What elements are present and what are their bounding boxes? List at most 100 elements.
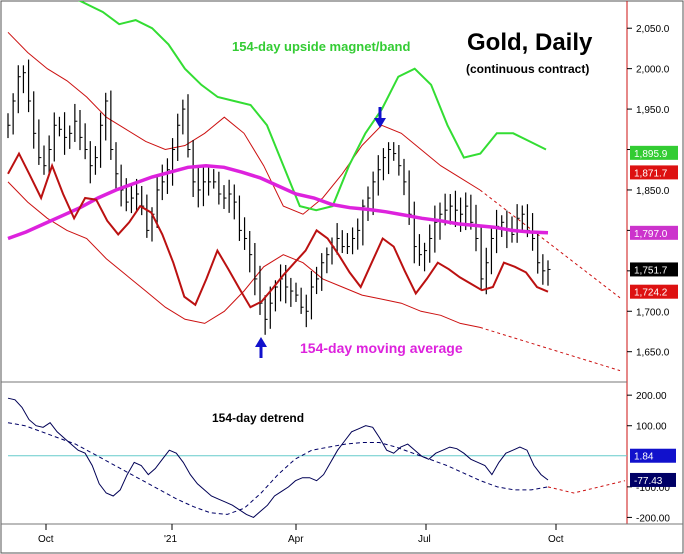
detrend-tick-label: -100.00 (636, 483, 670, 494)
price-bar (403, 158, 407, 196)
price-bar (367, 186, 371, 221)
price-bar (346, 233, 350, 255)
price-bar (459, 197, 464, 232)
price-bar (310, 270, 314, 320)
price-bar (429, 224, 433, 263)
price-panel (7, 1, 621, 372)
price-bar (516, 204, 520, 243)
price-bar (521, 205, 525, 231)
price-bar (254, 243, 258, 296)
value-badge: 1,895.9 (630, 145, 678, 160)
magnet-band-label: 154-day upside magnet/band (232, 39, 410, 54)
value-badge-label: 1,895.9 (634, 149, 668, 160)
price-bar (48, 135, 52, 174)
time-tick-label: Apr (288, 534, 304, 545)
price-tick-label: 1,950.0 (636, 105, 670, 116)
price-bar (177, 113, 181, 161)
price-bar (449, 194, 453, 225)
value-badge: 1.84 (630, 448, 676, 463)
price-bar (228, 179, 232, 213)
price-bar (43, 145, 47, 175)
value-badges: 1,895.9 1,871.7 1,797.0 1,751.7 1,724.2 1.84 -… (630, 145, 678, 487)
value-badge: 1,871.7 (630, 165, 678, 180)
price-bar (69, 125, 73, 149)
price-bar (413, 201, 417, 264)
price-bar (12, 93, 16, 135)
time-tick-label: Jul (418, 534, 431, 545)
time-tick-label: Oct (38, 534, 54, 545)
price-bar (547, 260, 551, 286)
price-bar (490, 226, 494, 275)
price-tick-label: 1,700.0 (636, 307, 670, 318)
value-badge-label: 1,724.2 (634, 288, 668, 299)
detrend-tick-label: 100.00 (636, 422, 667, 433)
price-bar (537, 231, 541, 274)
value-badge-label: 1,751.7 (634, 265, 668, 276)
price-bar (542, 254, 546, 285)
price-bar (223, 185, 227, 209)
price-bar (156, 175, 160, 229)
price-bar (110, 90, 114, 160)
price-bar (99, 112, 104, 168)
price-bar (300, 287, 304, 314)
price-bar (336, 223, 340, 255)
price-bar (207, 166, 212, 196)
price-bar (17, 65, 21, 114)
value-badge-label: 1,797.0 (634, 229, 668, 240)
price-bar (84, 123, 88, 160)
price-bar (120, 164, 124, 207)
price-bar (171, 138, 176, 186)
value-badge-label: -77.43 (634, 476, 663, 487)
detrend-tick-label: -200.00 (636, 513, 670, 524)
price-bar (264, 295, 268, 335)
price-bar (269, 286, 273, 329)
price-bar (53, 112, 57, 162)
value-badge-label: 1,871.7 (634, 168, 668, 179)
chart-title: Gold, Daily (467, 29, 593, 56)
value-badge: 1,797.0 (630, 225, 678, 240)
value-badge: 1,751.7 (630, 262, 678, 277)
price-bar (161, 164, 165, 201)
envelope-line (7, 31, 481, 215)
price-bar (213, 169, 217, 189)
price-tick-label: 2,050.0 (636, 24, 670, 35)
detrend-line (7, 397, 549, 518)
price-tick-label: 1,850.0 (636, 186, 670, 197)
price-bar (351, 227, 356, 255)
price-bar (187, 94, 191, 158)
value-badge: -77.43 (630, 472, 676, 487)
price-bar (89, 141, 93, 184)
price-bar (326, 247, 330, 274)
price-bar (377, 155, 381, 196)
price-bar (202, 164, 206, 207)
detrend-trend-line (7, 422, 549, 515)
price-bar (94, 146, 98, 175)
price-tick-label: 2,000.0 (636, 65, 670, 76)
price-bar (146, 194, 150, 238)
moving-average-line (7, 163, 549, 241)
price-bar (7, 113, 11, 139)
time-tick-label: Oct (548, 534, 564, 545)
value-badge: 1,724.2 (630, 284, 678, 299)
price-bar (58, 116, 62, 137)
price-bar (182, 99, 186, 135)
price-bar (33, 91, 37, 149)
cycle-line (7, 151, 549, 309)
price-bar (341, 230, 345, 254)
price-bar (295, 282, 299, 302)
price-bar (135, 178, 140, 212)
price-bar (218, 171, 222, 205)
price-bar (454, 190, 458, 228)
envelope-line (7, 181, 481, 328)
up-arrow-icon (255, 337, 267, 358)
price-bar (382, 148, 386, 181)
moving-average-label: 154-day moving average (300, 340, 463, 356)
down-arrow-icon (374, 107, 386, 128)
price-bar (38, 119, 42, 165)
price-bar (418, 234, 422, 266)
envelope-projection (479, 326, 621, 372)
price-bar (243, 217, 248, 250)
time-tick-label: '21 (164, 534, 177, 545)
price-bar (105, 92, 109, 141)
